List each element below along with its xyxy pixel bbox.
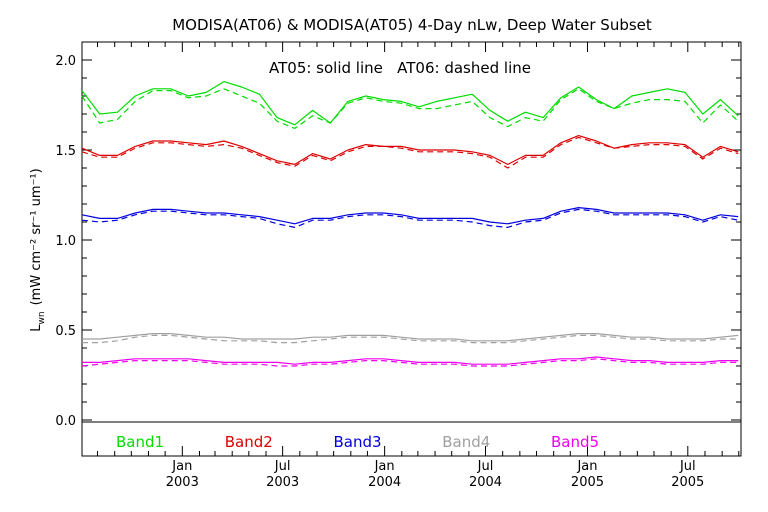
plot-frame [81,41,742,457]
chart-title: MODISA(AT06) & MODISA(AT05) 4-Day nLw, D… [172,16,652,34]
y-tick-label: 0.5 [55,324,76,339]
x-axis: Jan2003Jul2003Jan2004Jul2004Jan2005Jul20… [97,42,740,490]
x-tick-label-year: 2004 [469,475,502,490]
series-band4-at05-line [82,333,739,342]
x-tick-label-month: Jan [171,459,192,474]
x-tick-label-month: Jan [576,459,597,474]
y-axis-label-symbol: L [29,324,44,332]
series-band4-at06-line [82,334,739,344]
series-band3-at06-line [81,208,739,228]
y-tick-label: 1.0 [55,234,76,249]
series-band2-at06-line [81,136,739,169]
series-band1-at05-line [81,80,739,126]
chart-annotation: AT05: solid line AT06: dashed line [269,59,531,77]
x-tick-label-month: Jan [374,459,395,474]
x-tick-label-month: Jul [274,459,291,474]
y-axis-label: Lwn (mW cm⁻² sr⁻¹ um⁻¹) [29,168,47,331]
x-tick-label-month: Jul [679,459,696,474]
x-tick-label-month: Jul [477,459,494,474]
y-axis-label-units: (mW cm⁻² sr⁻¹ um⁻¹) [29,168,44,305]
legend: Band1 Band2 Band3 Band4 Band5 [116,433,599,451]
series-band5-at06-line [81,358,739,367]
x-tick-label-year: 2003 [166,475,199,490]
y-tick-label: 1.5 [55,144,76,159]
y-tick-label: 2.0 [55,54,76,69]
y-tick-label: 0.0 [55,414,76,429]
legend-item-band4: Band4 [442,433,490,451]
y-axis-label-subscript: wn [37,311,47,324]
legend-item-band2: Band2 [225,433,273,451]
series-band5-at05-line [82,356,739,365]
legend-item-band3: Band3 [333,433,381,451]
x-tick-label-year: 2005 [571,475,604,490]
series-band3-at05-line [81,207,739,225]
x-tick-label-year: 2003 [266,475,299,490]
series-band2-at05-line [81,135,739,165]
series-layer [81,80,739,367]
legend-item-band1: Band1 [116,433,164,451]
series-band1-at06-line [81,88,739,129]
x-tick-label-year: 2004 [368,475,401,490]
legend-item-band5: Band5 [551,433,599,451]
svg-text:Lwn(mW cm⁻² sr⁻¹ um⁻¹): Lwn (mW cm⁻² sr⁻¹ um⁻¹) [29,168,47,331]
x-tick-label-year: 2005 [671,475,704,490]
y-axis: 0.0 0.5 1.0 1.5 2.0 [55,54,741,429]
